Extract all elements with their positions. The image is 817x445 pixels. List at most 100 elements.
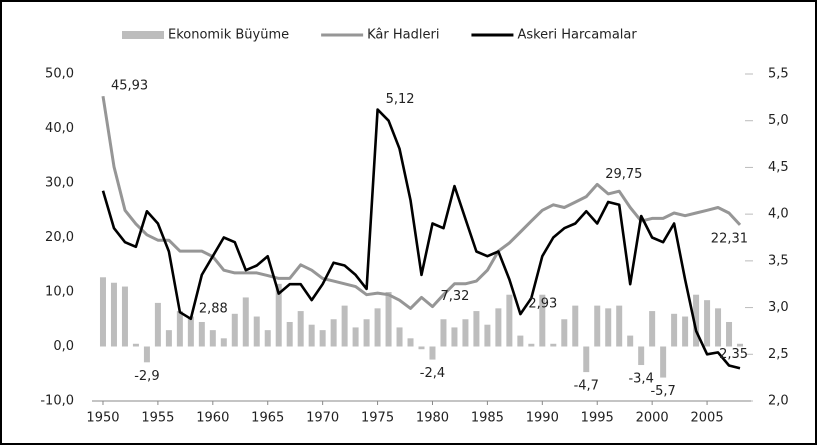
data-label: 2,88 <box>199 301 228 316</box>
bar <box>330 319 337 347</box>
y2-tick-label: 2,5 <box>768 347 789 362</box>
bar <box>605 308 612 347</box>
data-label: 29,75 <box>605 167 642 182</box>
data-label: 5,12 <box>386 92 415 107</box>
x-tick-label: 1980 <box>416 411 449 426</box>
data-label: -2,4 <box>420 366 445 381</box>
bar <box>209 330 216 347</box>
x-tick-label: 1985 <box>471 411 504 426</box>
y2-tick-label: 4,5 <box>768 160 789 175</box>
y-tick-label: -10,0 <box>40 394 74 409</box>
bar <box>308 324 315 347</box>
bar <box>363 319 370 347</box>
bar <box>286 321 293 347</box>
bar <box>451 327 458 347</box>
y-tick-label: 20,0 <box>45 230 74 245</box>
data-label: 2,35 <box>719 347 748 362</box>
y-tick-label: 50,0 <box>45 67 74 82</box>
bar <box>671 313 678 347</box>
bar <box>99 277 106 347</box>
bar <box>462 319 469 347</box>
data-label: -4,7 <box>574 379 599 394</box>
bar <box>528 343 535 347</box>
bar <box>220 338 227 347</box>
bar <box>506 294 513 347</box>
x-tick-label: 2000 <box>636 411 669 426</box>
bar <box>176 311 183 347</box>
bar <box>440 319 447 347</box>
data-label: -3,4 <box>628 372 653 387</box>
bar <box>627 335 634 347</box>
bar <box>231 313 238 347</box>
bar <box>715 308 722 347</box>
y-tick-label: 10,0 <box>45 285 74 300</box>
bar <box>693 294 700 347</box>
y-tick-label: 40,0 <box>45 121 74 136</box>
legend-label: Kâr Hadleri <box>367 28 439 43</box>
bar <box>561 319 568 347</box>
bar <box>726 321 733 347</box>
x-tick-label: 1995 <box>581 411 614 426</box>
bar <box>110 282 117 347</box>
bar <box>374 308 381 347</box>
bar <box>396 327 403 347</box>
x-tick-label: 1955 <box>141 411 174 426</box>
legend-label: Askeri Harcamalar <box>517 28 637 43</box>
y2-tick-label: 4,0 <box>768 207 789 222</box>
x-tick-label: 1970 <box>306 411 339 426</box>
bar <box>264 330 271 347</box>
bar <box>638 346 645 366</box>
x-tick-label: 1975 <box>361 411 394 426</box>
bar <box>121 286 128 347</box>
bar <box>539 294 546 347</box>
bar <box>198 321 205 347</box>
y2-tick-label: 3,5 <box>768 253 789 268</box>
x-tick-label: 1950 <box>86 411 119 426</box>
data-label: 22,31 <box>711 231 748 246</box>
bar <box>385 292 392 347</box>
bar <box>682 316 689 347</box>
bar <box>297 311 304 347</box>
bar <box>341 305 348 347</box>
line <box>101 108 741 370</box>
x-tick-label: 1990 <box>526 411 559 426</box>
bar <box>242 297 249 347</box>
data-label: 7,32 <box>440 289 469 304</box>
bar <box>275 283 282 347</box>
bar <box>352 327 359 347</box>
y2-tick-label: 2,0 <box>768 394 789 409</box>
bar <box>517 335 524 347</box>
y-tick-label: 30,0 <box>45 176 74 191</box>
x-tick-label: 1965 <box>251 411 284 426</box>
bar <box>484 324 491 347</box>
data-label: 2,93 <box>528 297 557 312</box>
bar <box>407 338 414 347</box>
y2-tick-label: 5,5 <box>768 67 789 82</box>
bar <box>418 346 425 350</box>
bar <box>473 311 480 347</box>
bar <box>132 343 139 347</box>
bar <box>594 305 601 347</box>
bar <box>583 346 590 373</box>
y2-tick-label: 3,0 <box>768 300 789 315</box>
bar <box>429 346 436 360</box>
data-label: 45,93 <box>111 79 148 94</box>
bar <box>253 316 260 347</box>
legend-label: Ekonomik Büyüme <box>168 28 289 43</box>
bar <box>319 330 326 347</box>
bar <box>495 308 502 347</box>
bar <box>737 343 744 347</box>
x-tick-label: 2005 <box>691 411 724 426</box>
y-tick-label: 0,0 <box>53 339 74 354</box>
bar <box>660 346 667 378</box>
data-label: -5,7 <box>650 384 675 399</box>
line <box>101 95 742 310</box>
bar <box>649 311 656 347</box>
bar <box>616 305 623 347</box>
legend-swatch <box>122 31 164 39</box>
y2-tick-label: 5,0 <box>768 113 789 128</box>
bar <box>187 316 194 347</box>
bar <box>704 300 711 347</box>
